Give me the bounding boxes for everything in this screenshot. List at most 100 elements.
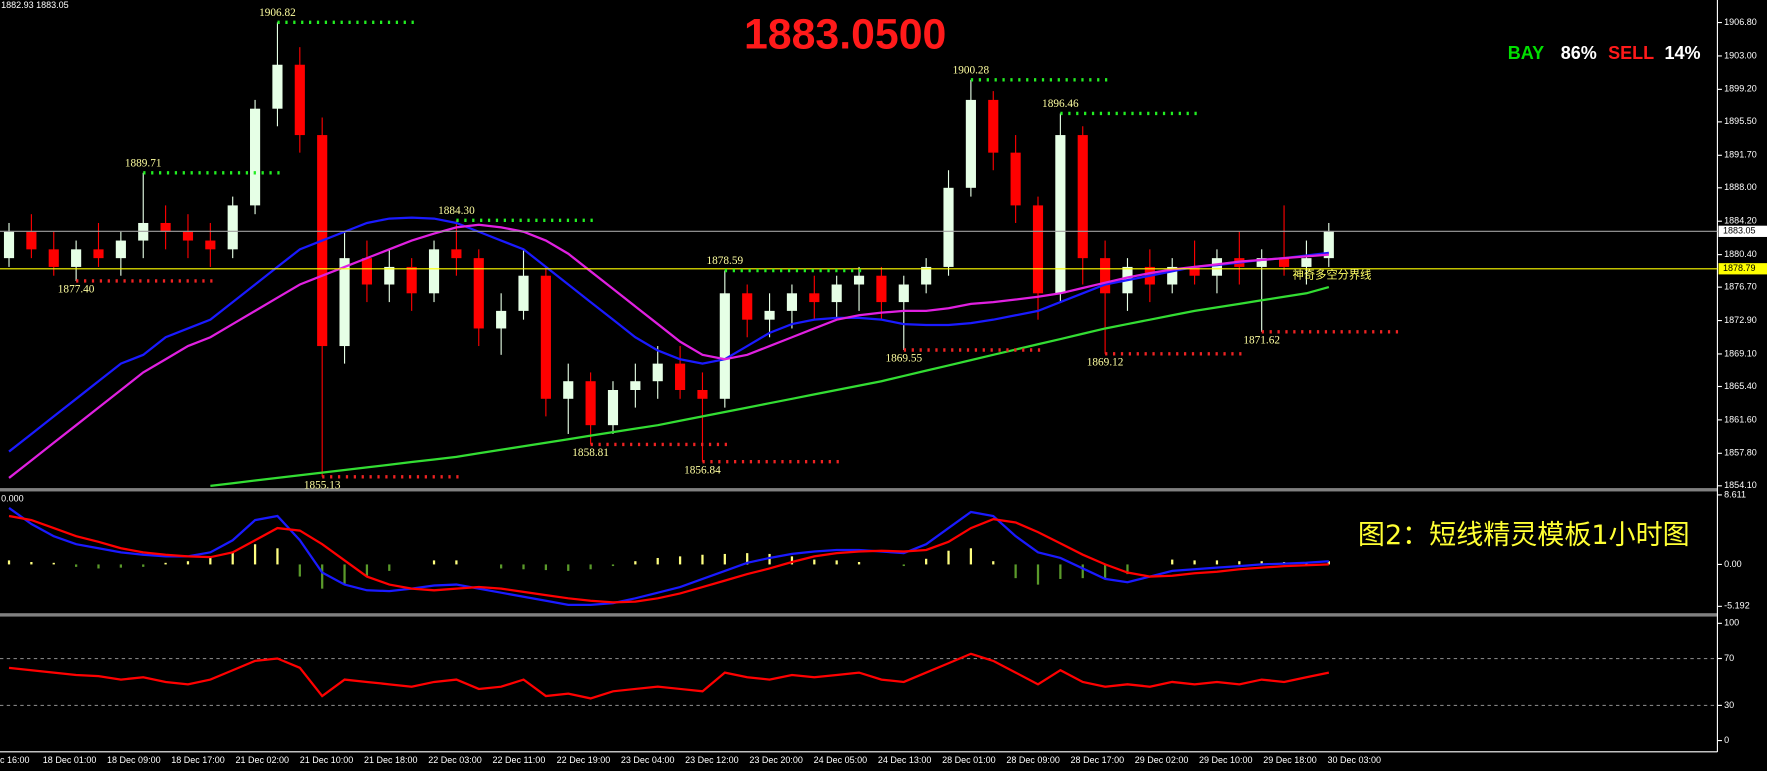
candle-body	[26, 231, 37, 250]
x-tick-label: 28 Dec 09:00	[1006, 755, 1060, 765]
price-box	[1718, 263, 1767, 275]
x-tick-label: 23 Dec 12:00	[685, 755, 739, 765]
candle-body	[1100, 258, 1111, 294]
y-tick-label: 1888.00	[1724, 182, 1757, 192]
candle-body	[294, 64, 305, 136]
x-tick-label: 18 Dec 17:00	[171, 755, 225, 765]
level-label: 1896.46	[1042, 98, 1079, 110]
candle-body	[160, 222, 171, 232]
x-tick-label: 21 Dec 18:00	[364, 755, 418, 765]
y-tick-label: 1865.40	[1724, 381, 1757, 391]
indicator-line	[8, 652, 1330, 700]
panel-separator	[0, 488, 1718, 492]
level-label: 1871.62	[1243, 334, 1280, 346]
candle-body	[585, 381, 596, 426]
price-box-label: 1878.79	[1723, 263, 1756, 273]
candle-body	[115, 240, 126, 259]
x-tick-label: 22 Dec 11:00	[492, 755, 545, 765]
candle-body	[809, 293, 820, 303]
candle-body	[406, 266, 417, 294]
candle-body	[786, 293, 798, 311]
sell-label: SELL	[1608, 43, 1654, 63]
y-tick-label: 100	[1724, 618, 1739, 628]
x-tick-label: c 16:00	[0, 755, 30, 765]
y-tick-label: 1854.10	[1724, 480, 1757, 490]
candle-body	[1301, 258, 1312, 267]
chart-title: 1883.0500	[744, 11, 946, 59]
candle-body	[1211, 258, 1223, 276]
y-tick-label: 1895.50	[1724, 116, 1757, 126]
candle-body	[473, 258, 484, 329]
price-box-label: 1883.05	[1723, 226, 1756, 236]
level-label: 1889.71	[125, 157, 162, 169]
level-label: 1878.59	[707, 255, 744, 267]
y-tick-label: -5.192	[1724, 601, 1750, 611]
x-tick-label: 23 Dec 20:00	[749, 755, 803, 765]
candle-body	[205, 240, 216, 250]
x-tick-label: 18 Dec 01:00	[43, 755, 97, 765]
x-tick-label: 22 Dec 03:00	[428, 755, 482, 765]
candle-body	[3, 231, 15, 259]
x-tick-label: 28 Dec 17:00	[1071, 755, 1125, 765]
candle-body	[652, 363, 663, 382]
quote: 1882.93 1883.05	[1, 0, 69, 10]
candle-body	[675, 363, 686, 391]
x-tick-label: 21 Dec 10:00	[300, 755, 354, 765]
y-tick-label: 0.00	[1724, 559, 1742, 569]
indicator-line	[8, 506, 1329, 606]
candle-body	[898, 284, 909, 303]
buy-label: BAY	[1508, 43, 1544, 63]
candle-body	[1323, 231, 1334, 259]
x-tick-label: 24 Dec 13:00	[878, 755, 932, 765]
x-tick-label: 29 Dec 02:00	[1135, 755, 1189, 765]
x-tick-label: 30 Dec 03:00	[1328, 755, 1382, 765]
candle-body	[518, 275, 529, 311]
level-label: 1900.28	[953, 64, 990, 76]
candle-body	[227, 205, 238, 250]
candle-body	[1167, 266, 1178, 285]
candle-body	[272, 64, 283, 109]
y-tick-label: 8.611	[1724, 489, 1746, 499]
candle-body	[876, 275, 887, 303]
y-tick-label: 1903.00	[1724, 50, 1757, 60]
sell-pct: 14%	[1664, 43, 1700, 63]
price-box	[1718, 225, 1767, 237]
x-tick-label: 23 Dec 04:00	[621, 755, 675, 765]
candle-body	[764, 310, 775, 320]
candle-body	[1055, 135, 1066, 294]
candle-body	[1032, 205, 1044, 294]
y-tick-label: 1880.40	[1724, 249, 1757, 259]
y-tick-label: 1861.60	[1724, 414, 1757, 424]
candle-body	[831, 284, 842, 303]
indicator-line	[8, 514, 1329, 604]
panel-separator	[0, 613, 1718, 617]
candle-body	[1278, 258, 1290, 267]
level-label: 1858.81	[572, 447, 609, 459]
candle-body	[607, 390, 619, 426]
candle-body	[1189, 266, 1200, 276]
candle-body	[71, 249, 82, 267]
caption: 图2：短线精灵模板1小时图	[1358, 520, 1690, 551]
candle-body	[719, 293, 730, 399]
x-tick-label: 18 Dec 09:00	[107, 755, 161, 765]
candle-body	[697, 390, 708, 399]
level-label: 1869.12	[1087, 356, 1124, 368]
x-tick-label: 21 Dec 02:00	[236, 755, 290, 765]
y-tick-label: 1884.20	[1724, 216, 1757, 226]
candle-body	[540, 275, 551, 399]
y-tick-label: 70	[1724, 653, 1734, 663]
x-tick-label: 24 Dec 05:00	[814, 755, 868, 765]
candle-body	[339, 258, 350, 347]
candle-body	[428, 249, 440, 294]
candle-body	[48, 249, 59, 267]
y-tick-label: 1891.70	[1724, 150, 1757, 160]
x-tick-label: 28 Dec 01:00	[942, 755, 996, 765]
candle-body	[1077, 135, 1088, 259]
candle-body	[451, 249, 462, 259]
level-label: 1869.55	[885, 353, 922, 365]
y-tick-label: 1899.20	[1724, 84, 1757, 94]
candle-body	[250, 108, 261, 206]
candle-body	[853, 275, 865, 285]
candle-body	[182, 231, 194, 241]
